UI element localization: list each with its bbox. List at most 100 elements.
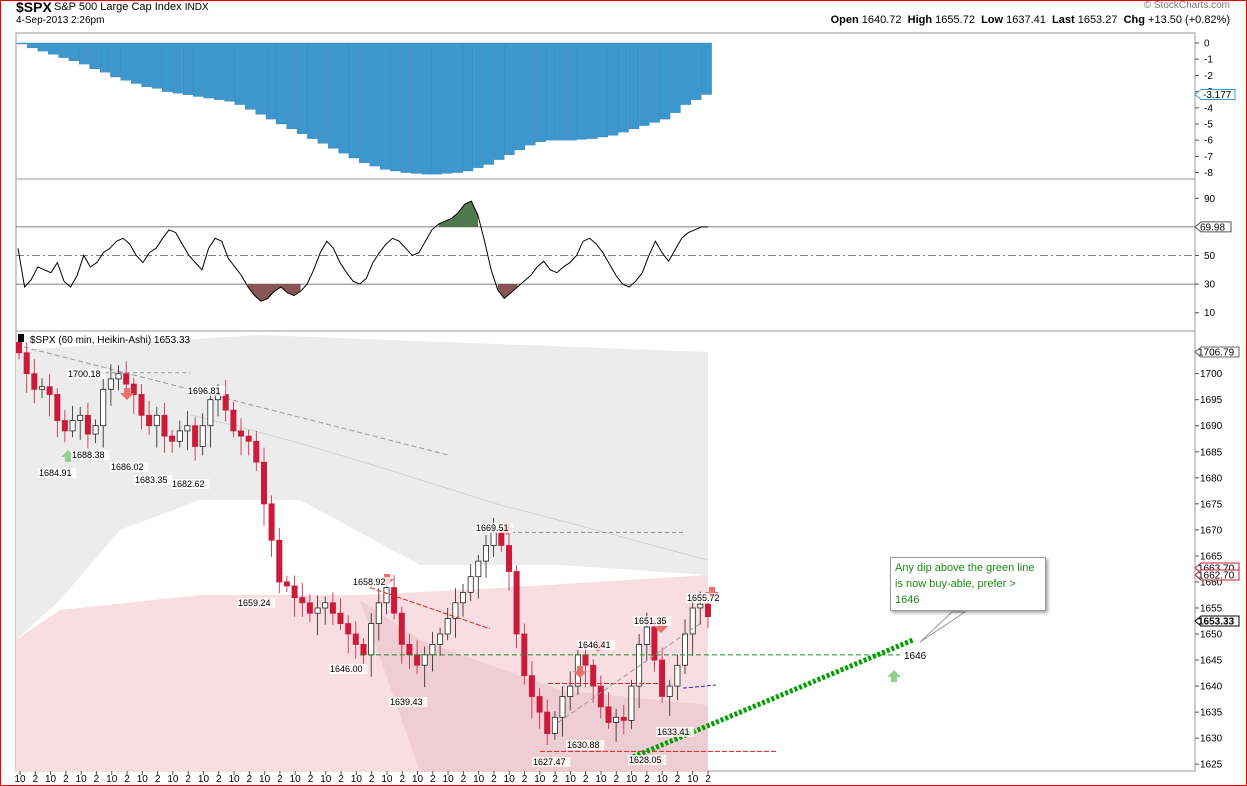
time-tick-label: 10 bbox=[198, 774, 210, 785]
swing-price-label: 1700.18 bbox=[68, 369, 101, 379]
histogram-bar bbox=[120, 42, 131, 81]
price-tick-label: 1650 bbox=[1200, 630, 1223, 641]
change-value: +13.50 (+0.82%) bbox=[1148, 14, 1230, 26]
red-trend-dash bbox=[369, 587, 491, 630]
histogram-bar bbox=[172, 42, 183, 94]
candle-body bbox=[467, 576, 474, 593]
candle-body bbox=[659, 659, 666, 697]
candle-body bbox=[528, 675, 535, 697]
candle-body bbox=[544, 711, 551, 734]
candle-body bbox=[345, 623, 352, 635]
histogram-tick-label: -6 bbox=[1204, 136, 1213, 147]
histogram-bar bbox=[234, 42, 245, 105]
candle-body bbox=[161, 414, 168, 437]
rsi-last-value: 69.98 bbox=[1200, 222, 1225, 233]
price-tag bbox=[1194, 346, 1240, 358]
low-label: Low bbox=[981, 14, 1004, 26]
green-trendline bbox=[632, 637, 914, 760]
time-tick-label: 10 bbox=[106, 774, 118, 785]
candle-body bbox=[77, 414, 84, 421]
price-tick-label: 1690 bbox=[1200, 421, 1223, 432]
candle-body bbox=[421, 654, 428, 666]
candle-body bbox=[613, 716, 620, 723]
price-tick-label: 1645 bbox=[1200, 656, 1223, 667]
time-tick-label: 2 bbox=[552, 774, 558, 785]
candle-body bbox=[597, 685, 604, 708]
candle-body bbox=[475, 560, 482, 578]
candle-body bbox=[689, 607, 696, 635]
time-tick-label: 2 bbox=[247, 774, 253, 785]
annotation-note[interactable]: Any dip above the green line is now buy-… bbox=[890, 557, 1046, 611]
time-tick-label: 10 bbox=[657, 774, 669, 785]
histogram-bar bbox=[442, 42, 453, 174]
swing-price-label: 1659.24 bbox=[238, 598, 271, 608]
candle-body bbox=[375, 602, 382, 624]
histogram-bar bbox=[47, 42, 59, 55]
candle-body bbox=[138, 394, 145, 416]
swing-label-bg bbox=[352, 577, 391, 587]
candle-body bbox=[398, 612, 405, 645]
swing-label-bg bbox=[389, 697, 428, 707]
candle-body bbox=[176, 430, 183, 442]
open-value: 1640.72 bbox=[861, 14, 902, 26]
swing-label-bg bbox=[110, 462, 149, 472]
histogram-bar bbox=[639, 42, 650, 126]
rsi-tick-label: 50 bbox=[1204, 251, 1216, 262]
histogram-bar bbox=[608, 42, 619, 136]
support-level-label: 1646 bbox=[904, 651, 927, 662]
last-value: 1653.27 bbox=[1077, 14, 1118, 26]
candle-body bbox=[391, 587, 398, 614]
histogram-bar bbox=[452, 42, 463, 173]
time-tick-label: 2 bbox=[63, 774, 69, 785]
histogram-bar bbox=[16, 42, 28, 45]
candle-body bbox=[406, 644, 413, 656]
rising-channel-dash bbox=[557, 623, 701, 723]
swing-label-bg bbox=[329, 664, 368, 674]
histogram-bar bbox=[421, 42, 432, 175]
histogram-bar bbox=[348, 42, 360, 159]
candle-body bbox=[590, 664, 597, 687]
candle-body bbox=[230, 409, 237, 432]
time-tick-label: 10 bbox=[76, 774, 88, 785]
histogram-bar bbox=[670, 42, 681, 113]
candle-body bbox=[23, 352, 30, 374]
histogram-bar bbox=[483, 42, 494, 165]
falling-trendline bbox=[15, 344, 449, 456]
time-tick-label: 2 bbox=[399, 774, 405, 785]
swing-label-bg bbox=[633, 616, 672, 626]
time-tick-label: 2 bbox=[216, 774, 222, 785]
histogram-bar bbox=[255, 42, 266, 115]
candle-body bbox=[146, 414, 153, 427]
histogram-tick-label: -8 bbox=[1204, 168, 1213, 179]
time-tick-label: 10 bbox=[412, 774, 424, 785]
histogram-bar bbox=[431, 42, 443, 175]
candle-body bbox=[490, 532, 497, 546]
swing-label-bg bbox=[171, 479, 210, 489]
candle-body bbox=[636, 644, 643, 687]
watermark[interactable]: © StockCharts.com bbox=[1143, 0, 1230, 11]
time-tick-label: 10 bbox=[443, 774, 455, 785]
candle-body bbox=[666, 685, 673, 697]
histogram-bar bbox=[379, 42, 391, 170]
time-tick-label: 10 bbox=[14, 774, 26, 785]
price-tag-value: 1706.79 bbox=[1198, 348, 1235, 359]
candle-body bbox=[184, 425, 191, 432]
time-tick-label: 2 bbox=[461, 774, 467, 785]
price-tag bbox=[1194, 615, 1240, 627]
histogram-bar bbox=[213, 42, 225, 100]
candle-body bbox=[222, 394, 229, 411]
ohlc-summary: Open 1640.72 High 1655.72 Low 1637.41 La… bbox=[831, 14, 1230, 26]
histogram-bar bbox=[296, 42, 308, 134]
histogram-bar bbox=[141, 42, 152, 87]
candle-body bbox=[69, 420, 76, 432]
histogram-bar bbox=[193, 42, 204, 97]
candle-body bbox=[54, 394, 61, 421]
swing-label-bg bbox=[187, 386, 226, 396]
time-tick-label: 10 bbox=[228, 774, 240, 785]
rsi-oversold-fill bbox=[497, 284, 518, 299]
histogram-bar bbox=[182, 42, 194, 95]
histogram-bar bbox=[587, 42, 598, 139]
histogram-tick-label: -1 bbox=[1204, 55, 1213, 66]
price-tick-label: 1675 bbox=[1200, 499, 1223, 510]
